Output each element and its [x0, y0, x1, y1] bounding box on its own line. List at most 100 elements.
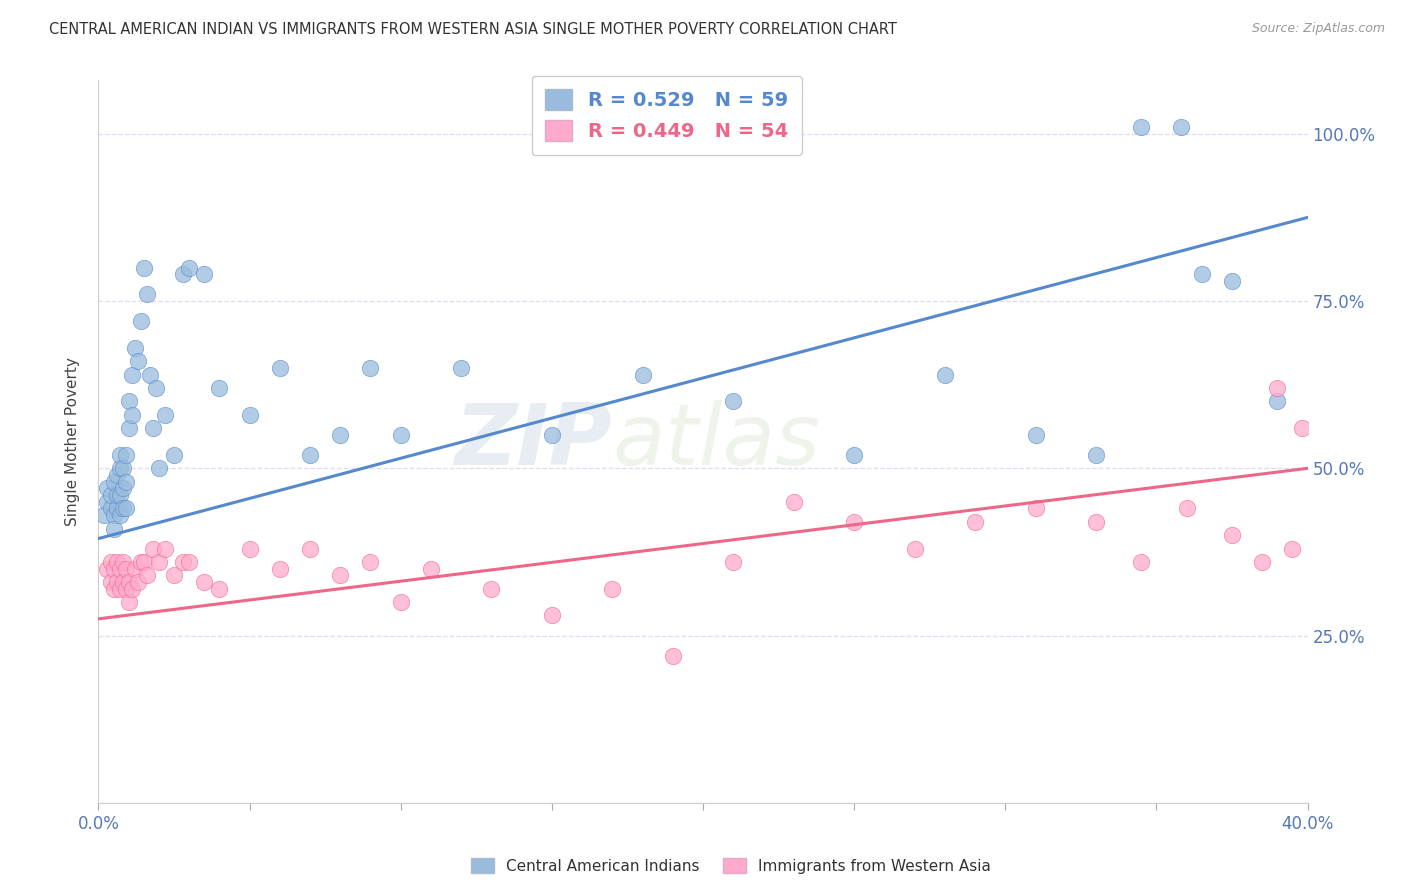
Point — [299, 541, 322, 556]
Point — [934, 368, 956, 382]
Point — [904, 541, 927, 556]
Point — [661, 648, 683, 663]
Point — [103, 582, 125, 596]
Point — [127, 354, 149, 368]
Point — [208, 582, 231, 596]
Point — [299, 448, 322, 462]
Point — [127, 575, 149, 590]
Point — [481, 582, 503, 596]
Point — [450, 361, 472, 376]
Legend: Central American Indians, Immigrants from Western Asia: Central American Indians, Immigrants fro… — [465, 852, 997, 880]
Point — [163, 448, 186, 462]
Point — [1191, 268, 1213, 282]
Point — [389, 427, 412, 442]
Point — [329, 427, 352, 442]
Point — [108, 562, 131, 576]
Point — [1130, 555, 1153, 569]
Point — [105, 467, 128, 482]
Point — [129, 314, 152, 328]
Point — [360, 361, 382, 376]
Point — [269, 562, 291, 576]
Point — [139, 368, 162, 382]
Point — [1220, 528, 1243, 542]
Point — [420, 562, 443, 576]
Point — [142, 541, 165, 556]
Point — [105, 501, 128, 516]
Point — [118, 394, 141, 409]
Point — [108, 448, 131, 462]
Point — [108, 508, 131, 523]
Point — [118, 575, 141, 590]
Point — [269, 361, 291, 376]
Point — [114, 501, 136, 516]
Point — [135, 287, 157, 301]
Point — [121, 408, 143, 422]
Point — [1267, 394, 1289, 409]
Point — [96, 482, 118, 496]
Point — [108, 582, 131, 596]
Point — [103, 508, 125, 523]
Point — [239, 408, 262, 422]
Point — [148, 555, 170, 569]
Point — [108, 488, 131, 502]
Point — [103, 562, 125, 576]
Point — [163, 568, 186, 582]
Point — [631, 368, 654, 382]
Point — [239, 541, 262, 556]
Point — [965, 515, 987, 529]
Point — [132, 260, 155, 275]
Point — [1085, 448, 1108, 462]
Point — [111, 575, 134, 590]
Point — [111, 482, 134, 496]
Point — [103, 475, 125, 489]
Point — [1024, 501, 1046, 516]
Point — [1024, 427, 1046, 442]
Point — [783, 494, 806, 508]
Point — [105, 488, 128, 502]
Text: Source: ZipAtlas.com: Source: ZipAtlas.com — [1251, 22, 1385, 36]
Point — [389, 595, 412, 609]
Point — [105, 555, 128, 569]
Text: atlas: atlas — [613, 400, 820, 483]
Point — [172, 555, 194, 569]
Point — [172, 268, 194, 282]
Point — [844, 448, 866, 462]
Point — [179, 260, 201, 275]
Point — [96, 494, 118, 508]
Point — [1085, 515, 1108, 529]
Point — [132, 555, 155, 569]
Point — [193, 575, 215, 590]
Point — [1220, 274, 1243, 288]
Point — [111, 555, 134, 569]
Point — [105, 575, 128, 590]
Point — [129, 555, 152, 569]
Point — [540, 608, 562, 623]
Point — [100, 555, 122, 569]
Point — [121, 368, 143, 382]
Point — [100, 575, 122, 590]
Point — [148, 461, 170, 475]
Point — [135, 568, 157, 582]
Point — [118, 421, 141, 435]
Legend: R = 0.529   N = 59, R = 0.449   N = 54: R = 0.529 N = 59, R = 0.449 N = 54 — [531, 76, 801, 155]
Point — [153, 408, 176, 422]
Point — [100, 501, 122, 516]
Point — [114, 475, 136, 489]
Point — [114, 562, 136, 576]
Point — [193, 268, 215, 282]
Point — [153, 541, 176, 556]
Point — [723, 394, 745, 409]
Point — [118, 595, 141, 609]
Text: CENTRAL AMERICAN INDIAN VS IMMIGRANTS FROM WESTERN ASIA SINGLE MOTHER POVERTY CO: CENTRAL AMERICAN INDIAN VS IMMIGRANTS FR… — [49, 22, 897, 37]
Point — [103, 521, 125, 535]
Point — [108, 461, 131, 475]
Point — [360, 555, 382, 569]
Point — [114, 582, 136, 596]
Point — [1175, 501, 1198, 516]
Point — [179, 555, 201, 569]
Point — [114, 448, 136, 462]
Point — [602, 582, 624, 596]
Point — [96, 562, 118, 576]
Text: ZIP: ZIP — [454, 400, 613, 483]
Point — [1267, 381, 1289, 395]
